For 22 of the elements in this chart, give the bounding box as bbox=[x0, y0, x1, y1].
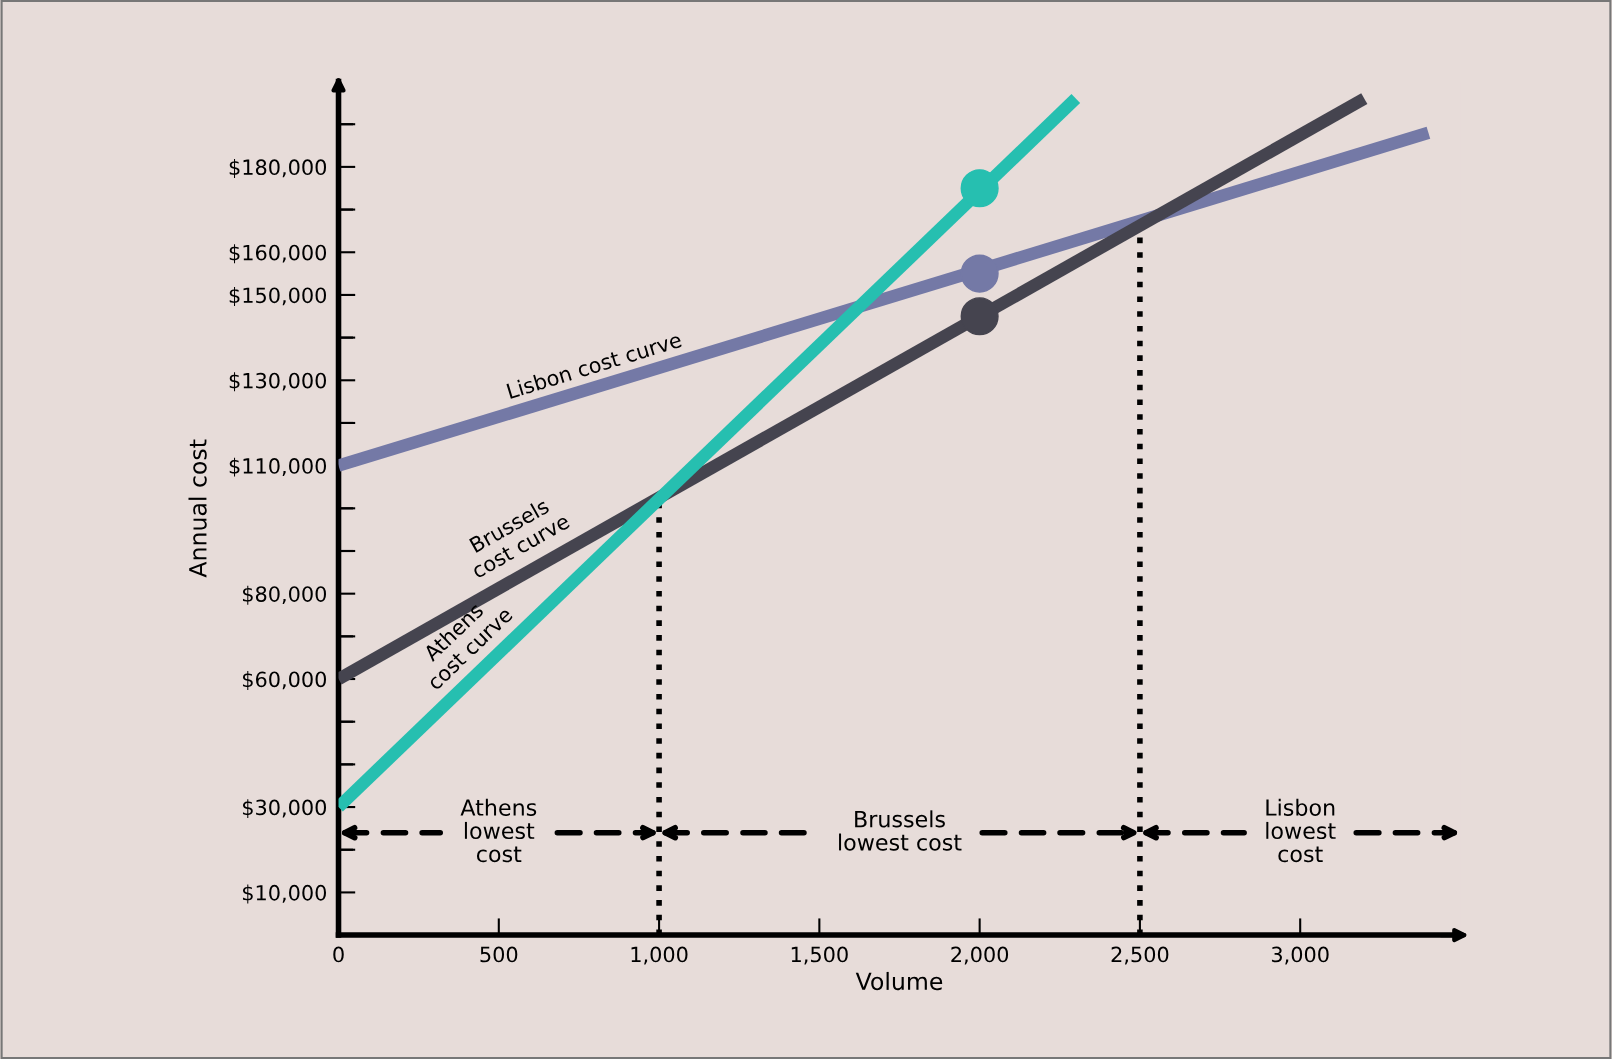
x-tick-label: 2,500 bbox=[1111, 946, 1169, 965]
x-tick-label: 1,000 bbox=[631, 946, 688, 965]
y-tick-label: $150,000 bbox=[229, 287, 327, 306]
y-tick-label: $110,000 bbox=[229, 457, 327, 477]
y-tick-label: $60,000 bbox=[242, 671, 327, 691]
x-tick-label: 0 bbox=[333, 946, 344, 963]
y-tick-label: $10,000 bbox=[242, 884, 327, 904]
annotation: Athens lowest cost bbox=[460, 798, 537, 863]
y-tick-label: $80,000 bbox=[242, 585, 327, 605]
x-tick-label: 1,500 bbox=[791, 946, 848, 965]
y-tick-label: $160,000 bbox=[229, 244, 327, 264]
text: Lisbon cost curve bbox=[506, 331, 683, 399]
y-tick-label: $180,000 bbox=[229, 158, 327, 178]
x-tick-label: 500 bbox=[480, 946, 518, 963]
annotation: Lisbon lowest cost bbox=[1266, 798, 1336, 863]
y-tick-label: $30,000 bbox=[242, 799, 327, 819]
annotation: Brussels lowest cost bbox=[839, 810, 962, 851]
y-tick-label: $130,000 bbox=[229, 372, 327, 392]
x-axis-title: Volume bbox=[855, 971, 943, 991]
x-tick-label: 3,000 bbox=[1271, 946, 1329, 965]
y-axis-title: Annual cost bbox=[188, 439, 207, 578]
x-tick-label: 2,000 bbox=[951, 946, 1009, 965]
